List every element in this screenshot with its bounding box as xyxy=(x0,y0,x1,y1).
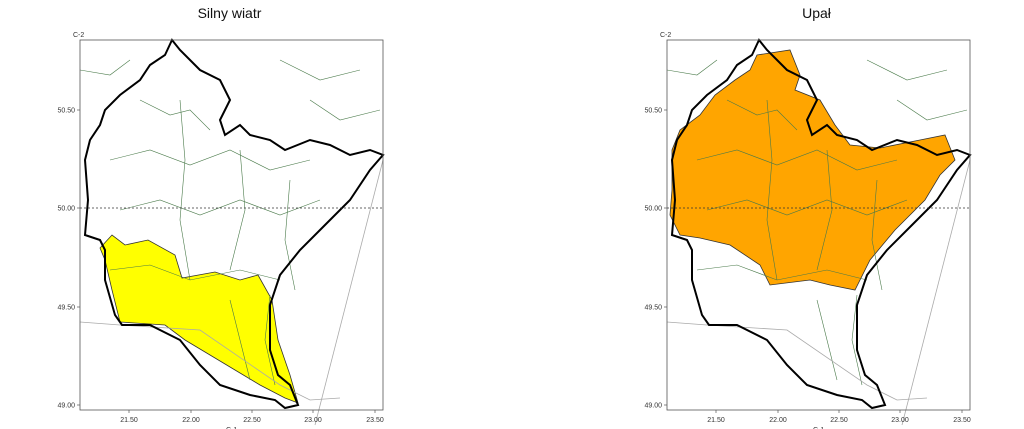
x-tick-label: 22.50 xyxy=(830,417,848,424)
district-border xyxy=(264,294,276,386)
y-tick-label: 49.50 xyxy=(57,305,75,312)
district-border xyxy=(871,179,883,291)
y-tick-label: 50.50 xyxy=(644,108,662,115)
y-tick-label: 49.00 xyxy=(57,403,75,410)
district-border xyxy=(666,59,718,76)
x-tick-label: 23.00 xyxy=(304,417,322,424)
y-tick-label: 49.00 xyxy=(644,403,662,410)
district-border xyxy=(706,199,908,216)
district-border xyxy=(851,294,863,386)
district-border xyxy=(139,99,211,131)
district-border xyxy=(766,99,778,281)
x-tick-label: 22.00 xyxy=(769,417,787,424)
voivodeship-border xyxy=(83,38,385,410)
corner-label: C-1 xyxy=(226,427,237,429)
district-border xyxy=(79,59,131,76)
country-border xyxy=(901,159,971,426)
x-tick-label: 22.50 xyxy=(243,417,261,424)
district-border xyxy=(816,149,833,271)
voivodeship-border xyxy=(670,38,972,410)
map-frame xyxy=(666,39,971,411)
district-border xyxy=(179,99,191,281)
map: C-2 C-1 50.50 50.00 49.50 49.00 21.50 22.00 22.5… xyxy=(57,32,385,429)
district-border xyxy=(896,99,968,121)
y-tick-label: 50.50 xyxy=(57,108,75,115)
map-title: Silny wiatr xyxy=(198,5,262,21)
y-tick-label: 50.00 xyxy=(57,206,75,213)
corner-label: C-1 xyxy=(813,427,824,429)
district-border xyxy=(816,299,838,381)
district-border xyxy=(229,299,251,381)
corner-label: C-2 xyxy=(660,32,671,39)
region-fill xyxy=(99,234,299,404)
district-border xyxy=(696,149,898,171)
corner-label: C-2 xyxy=(73,32,84,39)
district-border xyxy=(109,264,281,281)
map: C-2 C-1 50.50 50.00 49.50 49.00 21.50 22.00 22.5… xyxy=(644,32,972,429)
y-tick-label: 49.50 xyxy=(644,305,662,312)
district-border xyxy=(284,179,296,291)
country-border xyxy=(666,321,928,401)
district-border xyxy=(229,149,246,271)
x-tick-label: 23.50 xyxy=(953,417,971,424)
district-border xyxy=(696,264,868,281)
x-tick-label: 21.50 xyxy=(707,417,725,424)
district-border xyxy=(119,199,321,216)
district-border xyxy=(109,149,311,171)
district-border xyxy=(866,59,948,81)
district-border xyxy=(309,99,381,121)
region-fill xyxy=(669,49,956,291)
map-title: Upał xyxy=(802,5,832,21)
x-tick-label: 22.00 xyxy=(182,417,200,424)
country-border xyxy=(79,321,341,401)
map-frame xyxy=(79,39,384,411)
country-border xyxy=(314,159,384,426)
district-border xyxy=(279,59,361,81)
x-tick-label: 23.50 xyxy=(366,417,384,424)
x-tick-label: 23.00 xyxy=(891,417,909,424)
y-tick-label: 50.00 xyxy=(644,206,662,213)
district-border xyxy=(726,99,798,131)
x-tick-label: 21.50 xyxy=(120,417,138,424)
